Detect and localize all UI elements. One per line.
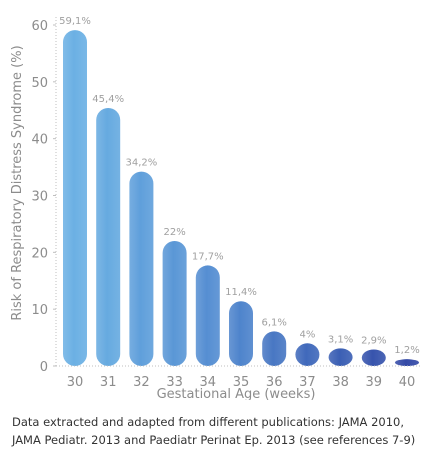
bar-37	[295, 343, 320, 366]
bar-33	[162, 240, 187, 366]
source-footnote: Data extracted and adapted from differen…	[12, 415, 416, 447]
y-axis: 0 10 20 30 40 50 60	[31, 17, 57, 375]
data-label-30: 59,1%	[59, 16, 91, 27]
data-label-31: 45,4%	[92, 94, 124, 105]
bar-35	[229, 301, 253, 366]
y-axis-title: Risk of Respiratory Distress Syndrome (%…	[10, 45, 25, 320]
data-label-39: 2,9%	[361, 336, 386, 347]
x-tick-label-33: 33	[166, 375, 183, 390]
y-tick-label: 30	[31, 190, 48, 205]
data-label-37: 4%	[299, 329, 315, 340]
y-tick-label: 40	[31, 133, 48, 148]
bar-40	[395, 359, 419, 366]
data-label-33: 22%	[163, 227, 185, 238]
y-tick-label: 60	[31, 19, 48, 34]
bars	[63, 30, 419, 367]
bar-36	[262, 331, 287, 366]
y-tick-label: 0	[40, 360, 48, 375]
y-tick-label: 50	[31, 76, 48, 91]
data-label-34: 17,7%	[192, 251, 224, 262]
bar-39	[361, 349, 386, 366]
x-axis-title: Gestational Age (weeks)	[157, 387, 316, 400]
data-label-36: 6,1%	[261, 317, 286, 328]
x-tick-label-39: 39	[366, 375, 383, 390]
bar-31	[96, 107, 121, 366]
x-tick-label-34: 34	[200, 375, 217, 390]
chart-area: 0 10 20 30 40 50 60 59,1% 45,4% 34,2% 22% 17,7% 11,…	[10, 16, 420, 400]
x-axis: 30 31 32 33 34 35 36 37 38 39 40	[56, 365, 420, 390]
data-label-38: 3,1%	[328, 334, 353, 345]
x-tick-label-35: 35	[233, 375, 250, 390]
bar-38	[328, 348, 353, 366]
x-tick-label-37: 37	[299, 375, 316, 390]
data-label-40: 1,2%	[394, 345, 419, 356]
data-label-32: 34,2%	[126, 158, 158, 169]
x-tick-label-30: 30	[67, 375, 84, 390]
x-tick-label-40: 40	[399, 375, 416, 390]
data-labels: 59,1% 45,4% 34,2% 22% 17,7% 11,4% 6,1% 4% 3,1% 2,…	[59, 16, 420, 356]
bar-34	[195, 265, 220, 366]
x-tick-label-38: 38	[332, 375, 349, 390]
data-label-35: 11,4%	[225, 287, 257, 298]
y-tick-label: 10	[31, 303, 48, 318]
x-tick-label-36: 36	[266, 375, 283, 390]
bar-chart: 0 10 20 30 40 50 60 59,1% 45,4% 34,2% 22% 17,7% 11,…	[10, 16, 420, 400]
x-tick-label-32: 32	[133, 375, 150, 390]
y-tick-label: 20	[31, 246, 48, 261]
bar-32	[129, 171, 154, 366]
bar-30	[63, 30, 87, 367]
x-tick-label-31: 31	[100, 375, 117, 390]
